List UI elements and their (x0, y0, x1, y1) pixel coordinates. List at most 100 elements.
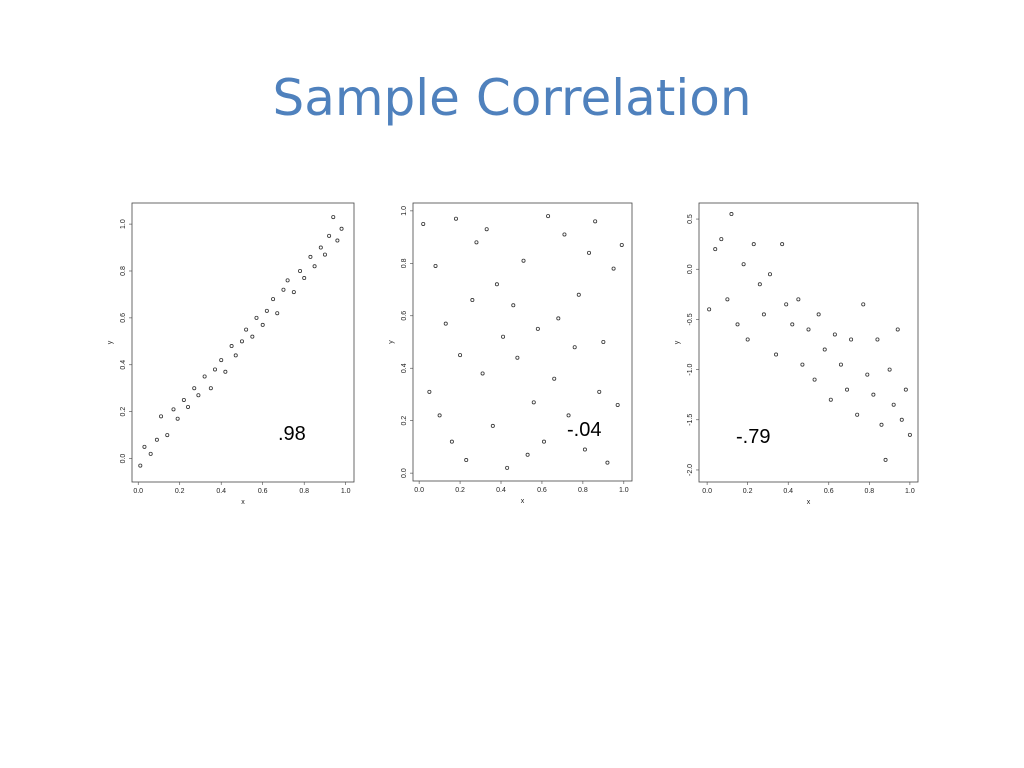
point (142, 444, 147, 449)
point (729, 212, 734, 217)
point (535, 326, 540, 331)
point (757, 282, 762, 287)
point (587, 250, 592, 255)
point (784, 302, 789, 307)
x-axis-label: x (521, 498, 525, 505)
x-tick-label: 0.8 (299, 488, 309, 495)
point (719, 237, 724, 242)
point (875, 337, 880, 342)
point (264, 308, 269, 313)
point (903, 387, 908, 392)
point (582, 447, 587, 452)
point (822, 347, 827, 352)
point (171, 407, 176, 412)
point (761, 312, 766, 317)
y-tick-label: 0.2 (401, 416, 408, 426)
point (433, 263, 438, 268)
point (865, 372, 870, 377)
point (576, 292, 581, 297)
point (735, 322, 740, 327)
x-tick-label: 0.0 (133, 488, 143, 495)
plot-frame (698, 202, 919, 483)
point (849, 337, 854, 342)
point (464, 458, 469, 463)
x-tick-label: 0.6 (824, 488, 834, 495)
point (474, 240, 479, 245)
point (202, 374, 207, 379)
point (883, 457, 888, 462)
point (838, 362, 843, 367)
point (812, 377, 817, 382)
point (556, 316, 561, 321)
annotation: -.79 (736, 426, 770, 448)
point (521, 258, 526, 263)
y-tick-label: 0.8 (401, 258, 408, 268)
y-axis-label: y (107, 340, 114, 344)
point (611, 266, 616, 271)
y-tick-label: 0.6 (401, 311, 408, 321)
point (828, 397, 833, 402)
point (741, 262, 746, 267)
point (281, 287, 286, 292)
point (745, 337, 750, 342)
point (899, 417, 904, 422)
point (593, 219, 598, 224)
point (437, 413, 442, 418)
x-tick-label: 0.8 (864, 488, 874, 495)
point (861, 302, 866, 307)
point (449, 439, 454, 444)
point (511, 303, 516, 308)
y-axis-label: y (674, 340, 681, 344)
point (541, 439, 546, 444)
y-tick-label: 1.0 (120, 219, 127, 229)
point (443, 321, 448, 326)
x-tick-label: 0.4 (783, 488, 793, 495)
point (271, 297, 276, 302)
y-tick-label: 0.4 (120, 360, 127, 370)
point (335, 238, 340, 243)
point (339, 226, 344, 231)
point (887, 367, 892, 372)
point (229, 344, 234, 349)
point (480, 371, 485, 376)
point (327, 233, 332, 238)
point (605, 460, 610, 465)
y-tick-label: -0.5 (687, 313, 694, 325)
point (223, 369, 228, 374)
point (148, 451, 153, 456)
point (175, 416, 180, 421)
point (806, 327, 811, 332)
point (525, 452, 530, 457)
point (707, 307, 712, 312)
y-tick-label: -1.0 (687, 363, 694, 375)
point (767, 272, 772, 277)
point (138, 463, 143, 468)
point (458, 353, 463, 358)
point (780, 242, 785, 247)
point (796, 297, 801, 302)
point (453, 216, 458, 221)
y-tick-label: 0.0 (687, 264, 694, 274)
point (254, 315, 259, 320)
point (501, 334, 506, 339)
point (751, 242, 756, 247)
point (552, 376, 557, 381)
point (285, 278, 290, 283)
y-tick-label: -1.5 (687, 414, 694, 426)
point (845, 387, 850, 392)
point (531, 400, 536, 405)
x-tick-label: 0.2 (743, 488, 753, 495)
x-tick-label: 0.6 (258, 488, 268, 495)
point (208, 386, 213, 391)
point (298, 268, 303, 273)
x-tick-label: 1.0 (905, 488, 915, 495)
point (562, 232, 567, 237)
point (895, 327, 900, 332)
point (774, 352, 779, 357)
annotation: -.04 (567, 419, 601, 441)
point (800, 362, 805, 367)
y-tick-label: 0.5 (687, 214, 694, 224)
y-tick-label: 1.0 (401, 206, 408, 216)
plot-frame (131, 202, 355, 483)
